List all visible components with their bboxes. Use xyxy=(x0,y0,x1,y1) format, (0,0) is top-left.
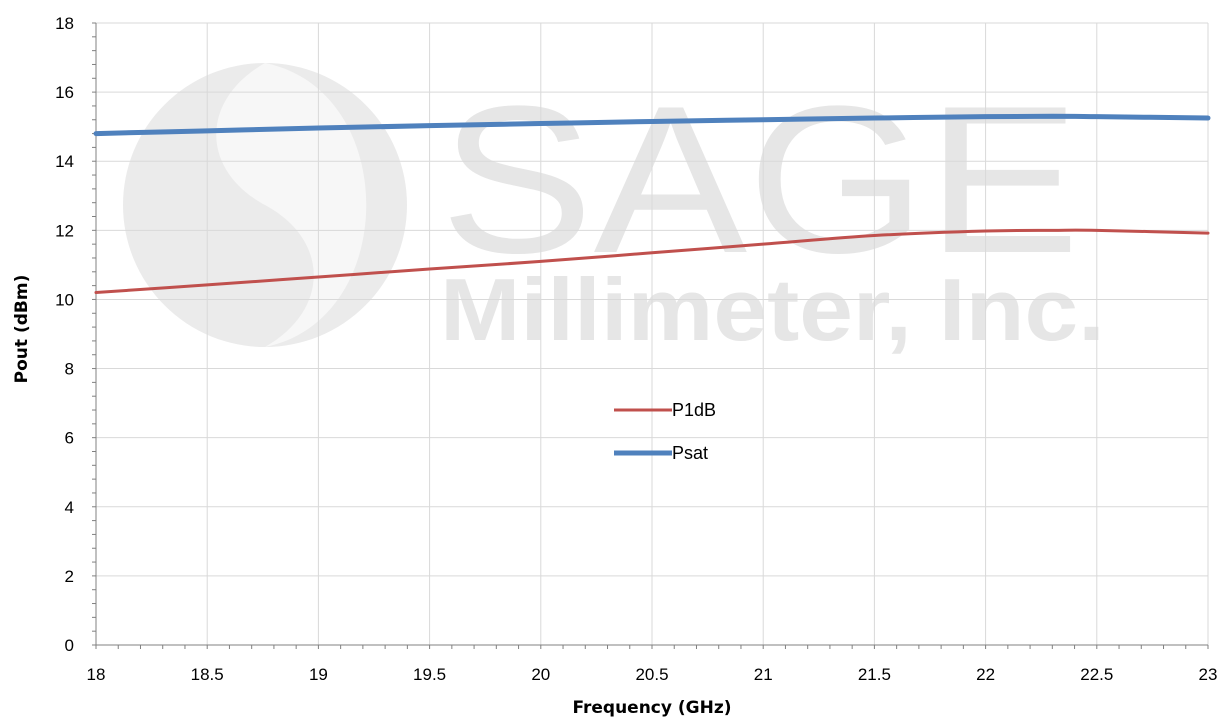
x-tick-label: 20 xyxy=(531,665,550,684)
axes xyxy=(92,22,1209,649)
x-tick-label: 18 xyxy=(87,665,106,684)
x-tick-label: 22 xyxy=(976,665,995,684)
y-tick-label: 16 xyxy=(55,83,74,102)
x-axis-tick-labels: 18 18.5 19 19.5 20 20.5 21 21.5 22 22.5 23 xyxy=(87,665,1218,684)
y-tick-label: 2 xyxy=(65,567,74,586)
watermark-company-text: Millimeter, Inc. xyxy=(440,260,1105,359)
sage-millimeter-watermark: SAGE Millimeter, Inc. xyxy=(123,62,1105,359)
y-tick-label: 0 xyxy=(65,636,74,655)
y-tick-label: 8 xyxy=(65,360,74,379)
x-tick-label: 21 xyxy=(754,665,773,684)
y-axis-title: Pout (dBm) xyxy=(12,275,32,384)
x-tick-label: 19.5 xyxy=(413,665,446,684)
y-tick-label: 10 xyxy=(55,290,74,309)
x-tick-label: 21.5 xyxy=(858,665,891,684)
legend-label-p1db: P1dB xyxy=(672,400,716,420)
x-axis-title: Frequency (GHz) xyxy=(572,698,731,718)
y-axis-tick-labels: 0 2 4 6 8 10 12 14 16 18 xyxy=(55,14,74,655)
y-tick-label: 4 xyxy=(65,498,74,517)
watermark-logo-text: SAGE xyxy=(440,62,1080,297)
y-tick-label: 6 xyxy=(65,429,74,448)
grid-lines xyxy=(96,22,1209,645)
series-lines xyxy=(93,113,1211,295)
x-tick-label: 18.5 xyxy=(191,665,224,684)
x-tick-label: 20.5 xyxy=(635,665,668,684)
x-tick-label: 19 xyxy=(309,665,328,684)
series-line-p1db xyxy=(94,228,1210,295)
y-tick-label: 14 xyxy=(55,152,74,171)
legend: P1dB Psat xyxy=(614,400,716,463)
y-tick-label: 12 xyxy=(55,221,74,240)
y-tick-label: 18 xyxy=(55,14,74,33)
x-tick-label: 22.5 xyxy=(1080,665,1113,684)
series-line-psat xyxy=(93,113,1211,137)
x-tick-label: 23 xyxy=(1199,665,1218,684)
legend-label-psat: Psat xyxy=(672,443,708,463)
